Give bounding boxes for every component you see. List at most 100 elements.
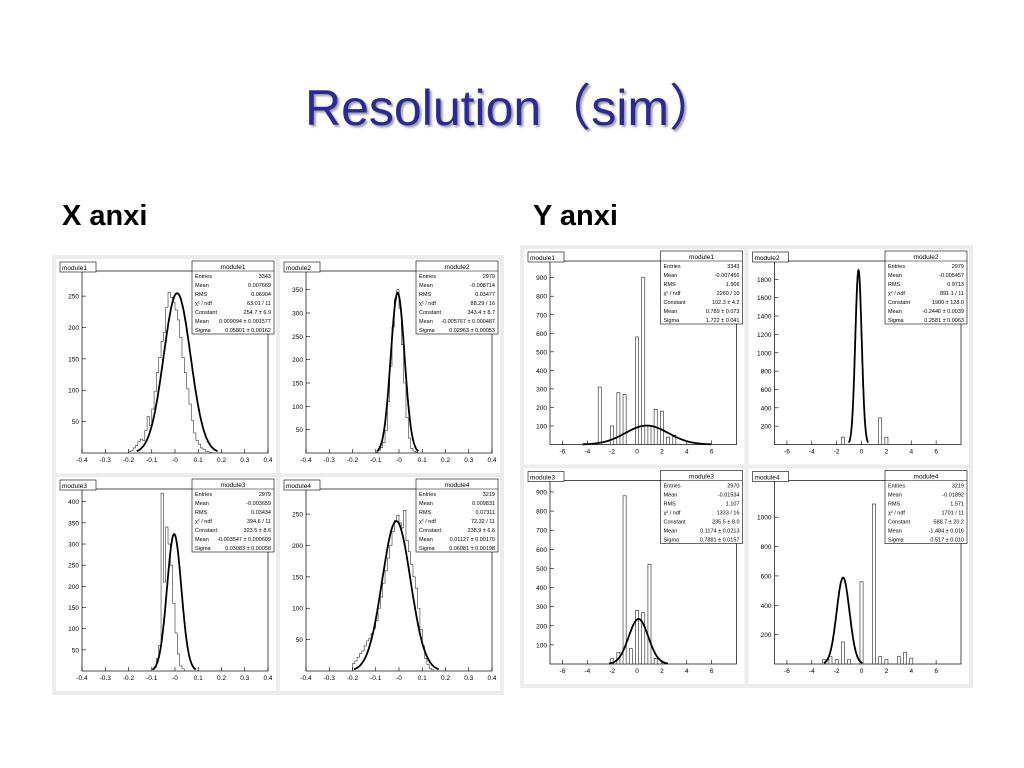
histogram-bar bbox=[647, 425, 652, 445]
x-tick-label: 0.2 bbox=[217, 675, 226, 682]
x-tick-label: -6 bbox=[560, 449, 566, 456]
x-tick-label: 4 bbox=[909, 668, 913, 675]
x-tick-label: -0 bbox=[172, 675, 178, 682]
histogram-bar bbox=[616, 392, 621, 445]
stats-box bbox=[884, 470, 968, 544]
y-tick-label: 900 bbox=[536, 489, 547, 496]
stats-key: Sigma bbox=[664, 538, 681, 544]
y-tick-label: 900 bbox=[536, 275, 547, 282]
stats-key: RMS bbox=[888, 282, 901, 288]
slide-title: Resolution（sim） bbox=[304, 80, 719, 136]
y-tick-label: 600 bbox=[536, 547, 547, 554]
histogram-bar bbox=[610, 425, 615, 445]
y-tick-label: 400 bbox=[536, 368, 547, 375]
x-tick-label: 0.1 bbox=[418, 675, 427, 682]
y-tick-label: 800 bbox=[761, 544, 772, 551]
panel-name-box bbox=[752, 251, 789, 263]
y-tick-label: 700 bbox=[536, 312, 547, 319]
stats-value: 0.007669 bbox=[248, 283, 271, 289]
y-tick-label: 1000 bbox=[757, 515, 772, 522]
x-axis-section-label: X anxi bbox=[62, 200, 148, 232]
x-tick-label: -2 bbox=[834, 449, 840, 456]
stats-key: Mean bbox=[664, 309, 678, 315]
stats-title: module2 bbox=[445, 264, 470, 271]
stats-title: module2 bbox=[914, 254, 939, 261]
stats-value: 0.07311 bbox=[476, 510, 495, 516]
y-tick-label: 100 bbox=[536, 642, 547, 649]
gaussian-fit-curve bbox=[136, 292, 218, 453]
stats-value: 0.9713 bbox=[947, 282, 964, 288]
stats-value: -0.01892 bbox=[942, 493, 964, 499]
y-tick-label: 400 bbox=[68, 499, 79, 506]
stats-key: Sigma bbox=[888, 318, 905, 324]
stats-key: Mean bbox=[888, 493, 902, 499]
x-tick-label: -0.2 bbox=[347, 675, 359, 682]
stats-key: Mean bbox=[664, 273, 678, 279]
y-tick-label: 800 bbox=[536, 294, 547, 301]
stats-key: Mean bbox=[664, 529, 678, 535]
x-tick-label: -0.3 bbox=[100, 457, 112, 464]
y-tick-label: 250 bbox=[292, 512, 303, 519]
y-tick-label: 50 bbox=[72, 647, 80, 654]
stats-key: Sigma bbox=[664, 318, 681, 324]
y-tick-label: 1400 bbox=[757, 314, 772, 321]
histogram-bar bbox=[896, 656, 901, 665]
stats-value: 0.02963 ± 0.00053 bbox=[449, 328, 495, 334]
gaussian-fit-curve bbox=[848, 268, 869, 443]
histogram-bar bbox=[828, 656, 833, 665]
panel-name-box bbox=[527, 471, 565, 482]
x-tick-label: 4 bbox=[685, 449, 689, 456]
stats-key: Constant bbox=[888, 300, 910, 306]
gaussian-fit-curve bbox=[376, 291, 419, 452]
stats-value: 0.789 ± 0.073 bbox=[706, 309, 740, 315]
stats-value: 3343 bbox=[727, 264, 739, 270]
y-axis-section-label: Y anxi bbox=[533, 200, 618, 232]
panel-name: module2 bbox=[286, 265, 311, 272]
x-tick-label: 0.4 bbox=[487, 675, 496, 682]
x-tick-label: 0 bbox=[635, 449, 639, 456]
stats-value: -0.005457 bbox=[939, 273, 964, 279]
stats-key: Mean bbox=[195, 501, 209, 507]
stats-key: Entries bbox=[888, 264, 905, 270]
y-tick-label: 600 bbox=[761, 387, 772, 394]
panel-name-box bbox=[752, 471, 789, 482]
stats-value: 3343 bbox=[259, 274, 271, 280]
x-tick-label: -6 bbox=[784, 668, 790, 675]
y-tick-label: 350 bbox=[68, 520, 79, 527]
stats-value: 72.32 / 11 bbox=[471, 519, 495, 525]
panel-name: module3 bbox=[62, 483, 87, 490]
stats-key: Sigma bbox=[419, 328, 436, 334]
x-tick-label: 2 bbox=[885, 668, 889, 675]
stats-value: -0.005767 ± 0.000487 bbox=[441, 319, 495, 325]
x-tick-label: 0.3 bbox=[464, 675, 473, 682]
x-tick-label: 4 bbox=[909, 449, 913, 456]
x-tick-label: 2 bbox=[660, 449, 664, 456]
stats-value: 1.107 bbox=[726, 502, 740, 508]
y-tick-label: 1800 bbox=[757, 277, 772, 284]
panel-name-box bbox=[283, 479, 321, 491]
histogram-bar bbox=[884, 659, 889, 665]
y-tick-label: 500 bbox=[536, 349, 547, 356]
x-tick-label: -6 bbox=[784, 449, 790, 456]
stats-title: module4 bbox=[914, 474, 939, 481]
y-tick-label: 200 bbox=[292, 543, 303, 550]
y-tick-label: 300 bbox=[536, 604, 547, 611]
stats-value: 235.5 ± 8.0 bbox=[712, 520, 739, 526]
x-tick-label: 6 bbox=[710, 449, 714, 456]
x-tick-label: -0.1 bbox=[370, 457, 382, 464]
x-tick-label: -0.4 bbox=[76, 675, 88, 682]
histogram-panel: module1 50 100 150 200 250 -0.4 -0.3 -0.2 -0.1 -0 0… bbox=[56, 259, 276, 473]
y-tick-label: 150 bbox=[292, 381, 303, 388]
y-tick-label: 300 bbox=[68, 542, 79, 549]
stats-key: Entries bbox=[888, 484, 905, 490]
stats-value: 1.571 bbox=[950, 502, 964, 508]
stats-value: 238.9 ± 6.6 bbox=[468, 528, 495, 534]
x-tick-label: 6 bbox=[934, 449, 938, 456]
x-tick-label: 0.2 bbox=[217, 457, 226, 464]
stats-key: χ² / ndf bbox=[664, 291, 681, 297]
y-tick-label: 100 bbox=[68, 388, 79, 395]
x-tick-label: -0.1 bbox=[146, 675, 158, 682]
x-tick-label: -4 bbox=[584, 668, 590, 675]
histogram-panel: module2 200 400 600 800 1000 1200 1400 1600 1800 -… bbox=[748, 249, 969, 465]
stats-key: RMS bbox=[195, 292, 208, 298]
